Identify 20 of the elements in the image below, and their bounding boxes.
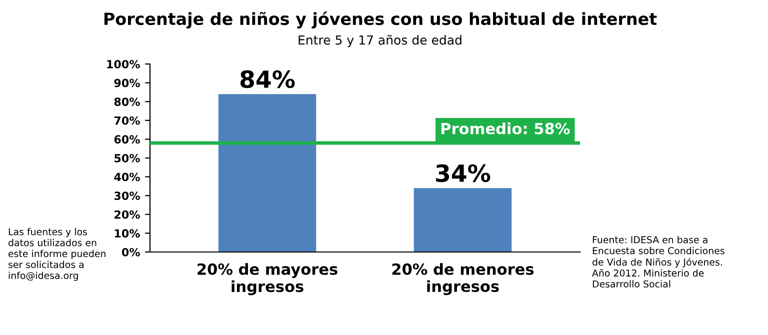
source-note: Fuente: IDESA en base a Encuesta sobre Condiciones de Vida de Niños y Jóvenes. Año 2012. Ministerio de Desarrollo Social xyxy=(592,236,724,288)
y-tick-label: 80% xyxy=(114,98,140,106)
text: Las fuentes y los datos utilizados en este informe pueden ser solicitados a info@idesa.org xyxy=(8,228,106,281)
x-tick-label: 20% de menores ingresos xyxy=(392,263,534,296)
ref-line-label: Promedio: 58% xyxy=(441,122,570,134)
y-tick-label: 70% xyxy=(114,116,140,125)
y-tick-label: 50% xyxy=(114,154,140,162)
chart-subtitle: Entre 5 y 17 años de edad xyxy=(298,34,462,48)
y-tick-label: 20% xyxy=(114,210,140,219)
data-label: 34% xyxy=(436,164,490,182)
y-tick-label: 30% xyxy=(114,192,140,200)
y-tick-label: 90% xyxy=(114,78,140,88)
y-tick-label: 10% xyxy=(114,229,140,238)
data-label: 84% xyxy=(240,70,295,88)
chart-title: Porcentaje de niños y jóvenes con uso habitual de internet xyxy=(104,12,657,28)
x-tick-label: 20% de mayores ingresos xyxy=(198,263,338,296)
y-tick-label: 100% xyxy=(107,60,140,68)
y-tick-label: 60% xyxy=(114,135,140,144)
y-tick-label: 40% xyxy=(114,172,140,182)
y-tick-label: 0% xyxy=(122,248,140,256)
